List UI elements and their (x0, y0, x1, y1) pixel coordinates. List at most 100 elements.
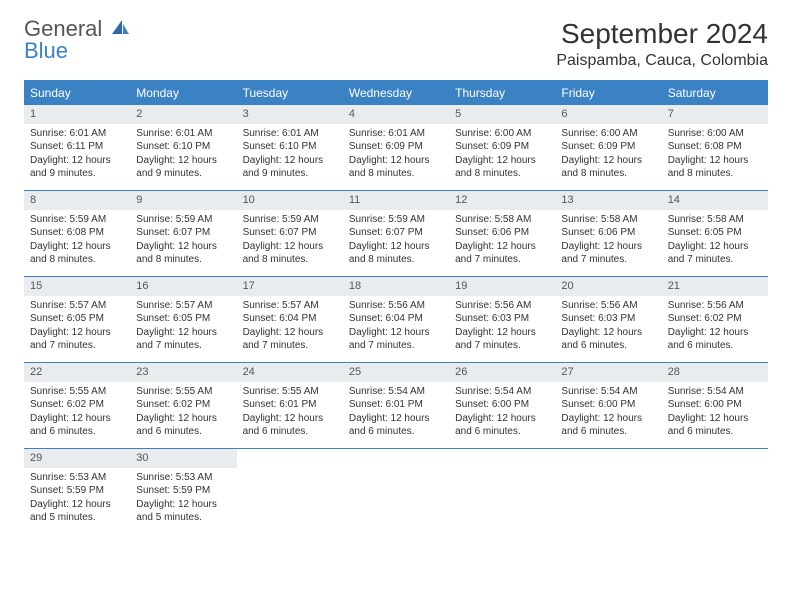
day-details: Sunrise: 6:00 AMSunset: 6:09 PMDaylight:… (449, 124, 555, 185)
weekday-header: Saturday (662, 81, 768, 105)
sunrise-text: Sunrise: 5:55 AM (243, 385, 337, 399)
sunrise-text: Sunrise: 5:54 AM (668, 385, 762, 399)
day-number: 8 (24, 191, 130, 210)
calendar-cell: 16Sunrise: 5:57 AMSunset: 6:05 PMDayligh… (130, 277, 236, 363)
daylight-text: Daylight: 12 hours and 7 minutes. (136, 326, 230, 353)
day-details: Sunrise: 5:53 AMSunset: 5:59 PMDaylight:… (24, 468, 130, 529)
sunrise-text: Sunrise: 5:53 AM (136, 471, 230, 485)
sunrise-text: Sunrise: 5:59 AM (136, 213, 230, 227)
calendar-body: 1Sunrise: 6:01 AMSunset: 6:11 PMDaylight… (24, 105, 768, 535)
sunrise-text: Sunrise: 5:56 AM (668, 299, 762, 313)
day-details: Sunrise: 6:00 AMSunset: 6:08 PMDaylight:… (662, 124, 768, 185)
daylight-text: Daylight: 12 hours and 6 minutes. (668, 412, 762, 439)
day-details: Sunrise: 5:55 AMSunset: 6:02 PMDaylight:… (130, 382, 236, 443)
sunrise-text: Sunrise: 5:55 AM (30, 385, 124, 399)
day-details: Sunrise: 5:56 AMSunset: 6:03 PMDaylight:… (449, 296, 555, 357)
day-details: Sunrise: 5:57 AMSunset: 6:04 PMDaylight:… (237, 296, 343, 357)
day-details: Sunrise: 5:59 AMSunset: 6:07 PMDaylight:… (237, 210, 343, 271)
daylight-text: Daylight: 12 hours and 8 minutes. (30, 240, 124, 267)
day-details: Sunrise: 5:55 AMSunset: 6:01 PMDaylight:… (237, 382, 343, 443)
sunrise-text: Sunrise: 5:56 AM (349, 299, 443, 313)
weekday-header: Wednesday (343, 81, 449, 105)
day-details: Sunrise: 5:57 AMSunset: 6:05 PMDaylight:… (24, 296, 130, 357)
sunset-text: Sunset: 6:08 PM (668, 140, 762, 154)
sunset-text: Sunset: 6:05 PM (668, 226, 762, 240)
sunset-text: Sunset: 6:06 PM (561, 226, 655, 240)
weekday-header: Monday (130, 81, 236, 105)
day-details: Sunrise: 5:59 AMSunset: 6:08 PMDaylight:… (24, 210, 130, 271)
sunset-text: Sunset: 6:01 PM (243, 398, 337, 412)
sunrise-text: Sunrise: 6:00 AM (561, 127, 655, 141)
calendar-header-row: SundayMondayTuesdayWednesdayThursdayFrid… (24, 81, 768, 105)
calendar-cell: 19Sunrise: 5:56 AMSunset: 6:03 PMDayligh… (449, 277, 555, 363)
daylight-text: Daylight: 12 hours and 6 minutes. (668, 326, 762, 353)
calendar-cell: 8Sunrise: 5:59 AMSunset: 6:08 PMDaylight… (24, 191, 130, 277)
sunrise-text: Sunrise: 5:58 AM (561, 213, 655, 227)
daylight-text: Daylight: 12 hours and 7 minutes. (668, 240, 762, 267)
day-number: 14 (662, 191, 768, 210)
sunrise-text: Sunrise: 5:58 AM (668, 213, 762, 227)
day-number: 26 (449, 363, 555, 382)
daylight-text: Daylight: 12 hours and 8 minutes. (349, 154, 443, 181)
daylight-text: Daylight: 12 hours and 8 minutes. (349, 240, 443, 267)
daylight-text: Daylight: 12 hours and 8 minutes. (136, 240, 230, 267)
day-number: 1 (24, 105, 130, 124)
month-title: September 2024 (556, 18, 768, 50)
day-number: 7 (662, 105, 768, 124)
calendar-cell: 28Sunrise: 5:54 AMSunset: 6:00 PMDayligh… (662, 363, 768, 449)
day-details: Sunrise: 5:58 AMSunset: 6:05 PMDaylight:… (662, 210, 768, 271)
sunrise-text: Sunrise: 5:57 AM (243, 299, 337, 313)
calendar-cell: 7Sunrise: 6:00 AMSunset: 6:08 PMDaylight… (662, 105, 768, 191)
calendar-cell: 1Sunrise: 6:01 AMSunset: 6:11 PMDaylight… (24, 105, 130, 191)
sunset-text: Sunset: 6:04 PM (349, 312, 443, 326)
day-details: Sunrise: 6:00 AMSunset: 6:09 PMDaylight:… (555, 124, 661, 185)
sunset-text: Sunset: 6:00 PM (455, 398, 549, 412)
daylight-text: Daylight: 12 hours and 8 minutes. (561, 154, 655, 181)
daylight-text: Daylight: 12 hours and 5 minutes. (30, 498, 124, 525)
title-block: September 2024 Paispamba, Cauca, Colombi… (556, 18, 768, 70)
calendar-cell: 14Sunrise: 5:58 AMSunset: 6:05 PMDayligh… (662, 191, 768, 277)
calendar-cell: 24Sunrise: 5:55 AMSunset: 6:01 PMDayligh… (237, 363, 343, 449)
sunrise-text: Sunrise: 5:58 AM (455, 213, 549, 227)
brand-logo: General Blue (24, 18, 130, 62)
weekday-header: Sunday (24, 81, 130, 105)
sunrise-text: Sunrise: 5:54 AM (561, 385, 655, 399)
sunrise-text: Sunrise: 5:59 AM (243, 213, 337, 227)
weekday-header: Friday (555, 81, 661, 105)
day-number: 21 (662, 277, 768, 296)
brand-text: General Blue (24, 18, 130, 62)
day-number: 3 (237, 105, 343, 124)
calendar-cell: 25Sunrise: 5:54 AMSunset: 6:01 PMDayligh… (343, 363, 449, 449)
day-details: Sunrise: 6:01 AMSunset: 6:10 PMDaylight:… (237, 124, 343, 185)
day-details: Sunrise: 5:54 AMSunset: 6:00 PMDaylight:… (555, 382, 661, 443)
calendar-cell (555, 449, 661, 535)
calendar-cell: 15Sunrise: 5:57 AMSunset: 6:05 PMDayligh… (24, 277, 130, 363)
day-number: 29 (24, 449, 130, 468)
sunset-text: Sunset: 6:05 PM (136, 312, 230, 326)
daylight-text: Daylight: 12 hours and 9 minutes. (30, 154, 124, 181)
sunset-text: Sunset: 6:07 PM (243, 226, 337, 240)
day-details: Sunrise: 5:58 AMSunset: 6:06 PMDaylight:… (449, 210, 555, 271)
daylight-text: Daylight: 12 hours and 7 minutes. (349, 326, 443, 353)
sunrise-text: Sunrise: 5:59 AM (30, 213, 124, 227)
calendar-cell: 2Sunrise: 6:01 AMSunset: 6:10 PMDaylight… (130, 105, 236, 191)
daylight-text: Daylight: 12 hours and 6 minutes. (136, 412, 230, 439)
day-details: Sunrise: 5:59 AMSunset: 6:07 PMDaylight:… (130, 210, 236, 271)
calendar-cell: 29Sunrise: 5:53 AMSunset: 5:59 PMDayligh… (24, 449, 130, 535)
calendar-row: 15Sunrise: 5:57 AMSunset: 6:05 PMDayligh… (24, 277, 768, 363)
sunrise-text: Sunrise: 5:56 AM (455, 299, 549, 313)
day-number: 19 (449, 277, 555, 296)
sunset-text: Sunset: 6:07 PM (136, 226, 230, 240)
day-number: 25 (343, 363, 449, 382)
day-number: 23 (130, 363, 236, 382)
sunset-text: Sunset: 6:08 PM (30, 226, 124, 240)
sunrise-text: Sunrise: 5:54 AM (349, 385, 443, 399)
daylight-text: Daylight: 12 hours and 9 minutes. (136, 154, 230, 181)
calendar-cell: 30Sunrise: 5:53 AMSunset: 5:59 PMDayligh… (130, 449, 236, 535)
sunset-text: Sunset: 5:59 PM (30, 484, 124, 498)
sunset-text: Sunset: 6:10 PM (136, 140, 230, 154)
calendar-row: 29Sunrise: 5:53 AMSunset: 5:59 PMDayligh… (24, 449, 768, 535)
sunset-text: Sunset: 6:09 PM (455, 140, 549, 154)
sunrise-text: Sunrise: 5:54 AM (455, 385, 549, 399)
calendar-cell (343, 449, 449, 535)
